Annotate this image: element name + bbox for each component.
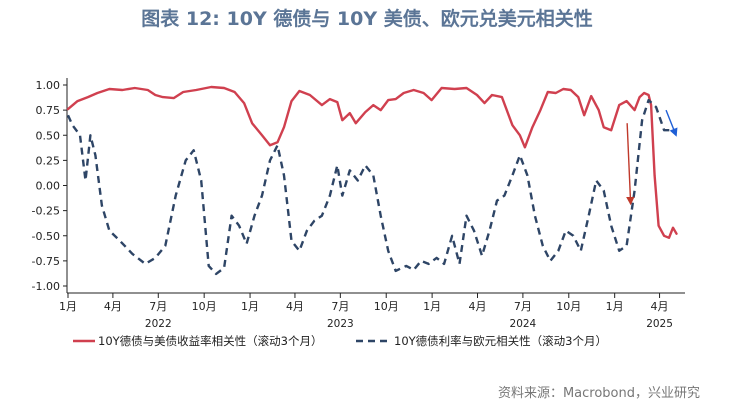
y-tick-label: -0.25 [32,205,60,218]
axes: 1.00 0.75 0.50 0.25 0.00 -0.25 -0.50 -0.75 -1.00… [32,78,685,330]
y-tick-label: -0.50 [32,230,60,243]
x-year-label: 2025 [646,318,673,330]
x-year-label: 2024 [510,318,537,330]
x-tick-label: 7月 [331,300,349,313]
legend-label-bund-ust: 10Y德债与美债收益率相关性（滚动3个月） [98,334,322,348]
x-tick-label: 1月 [423,300,441,313]
y-tick-label: -1.00 [32,280,60,293]
x-tick-label: 4月 [469,300,487,313]
legend: 10Y德债与美债收益率相关性（滚动3个月） 10Y德债利率与欧元相关性（滚动3个月… [73,334,607,348]
x-year-label: 2022 [145,318,172,330]
y-tick-label: -0.75 [32,255,60,268]
legend-label-bund-eur: 10Y德债利率与欧元相关性（滚动3个月） [394,334,607,348]
y-tick-label: 0.75 [36,104,61,117]
x-tick-label: 1月 [606,300,624,313]
y-tick-label: 0.00 [36,180,61,193]
x-tick-label: 4月 [286,300,304,313]
series-line-bund-eur-correlation [66,98,672,276]
x-tick-label: 4月 [104,300,122,313]
x-tick-label: 1月 [241,300,259,313]
x-tick-label: 1月 [59,300,77,313]
x-tick-label: 7月 [514,300,532,313]
chart-title: 图表 12: 10Y 德债与 10Y 美债、欧元兑美元相关性 [141,8,593,30]
x-year-label: 2023 [327,318,354,330]
x-tick-label: 10月 [374,300,399,313]
annotation-arrow-red [626,123,635,206]
annotation-arrow-blue [665,109,678,137]
series-line-bund-ust-correlation [66,85,678,239]
x-tick-label: 10月 [192,300,217,313]
x-tick-label: 7月 [149,300,167,313]
y-tick-label: 0.25 [36,154,61,167]
y-tick-label: 0.50 [36,129,61,142]
x-tick-label: 10月 [556,300,581,313]
source-note: 资料来源：Macrobond，兴业研究 [497,386,700,401]
x-tick-label: 4月 [651,300,669,313]
y-tick-label: 1.00 [36,79,61,92]
series-layer [66,85,678,276]
